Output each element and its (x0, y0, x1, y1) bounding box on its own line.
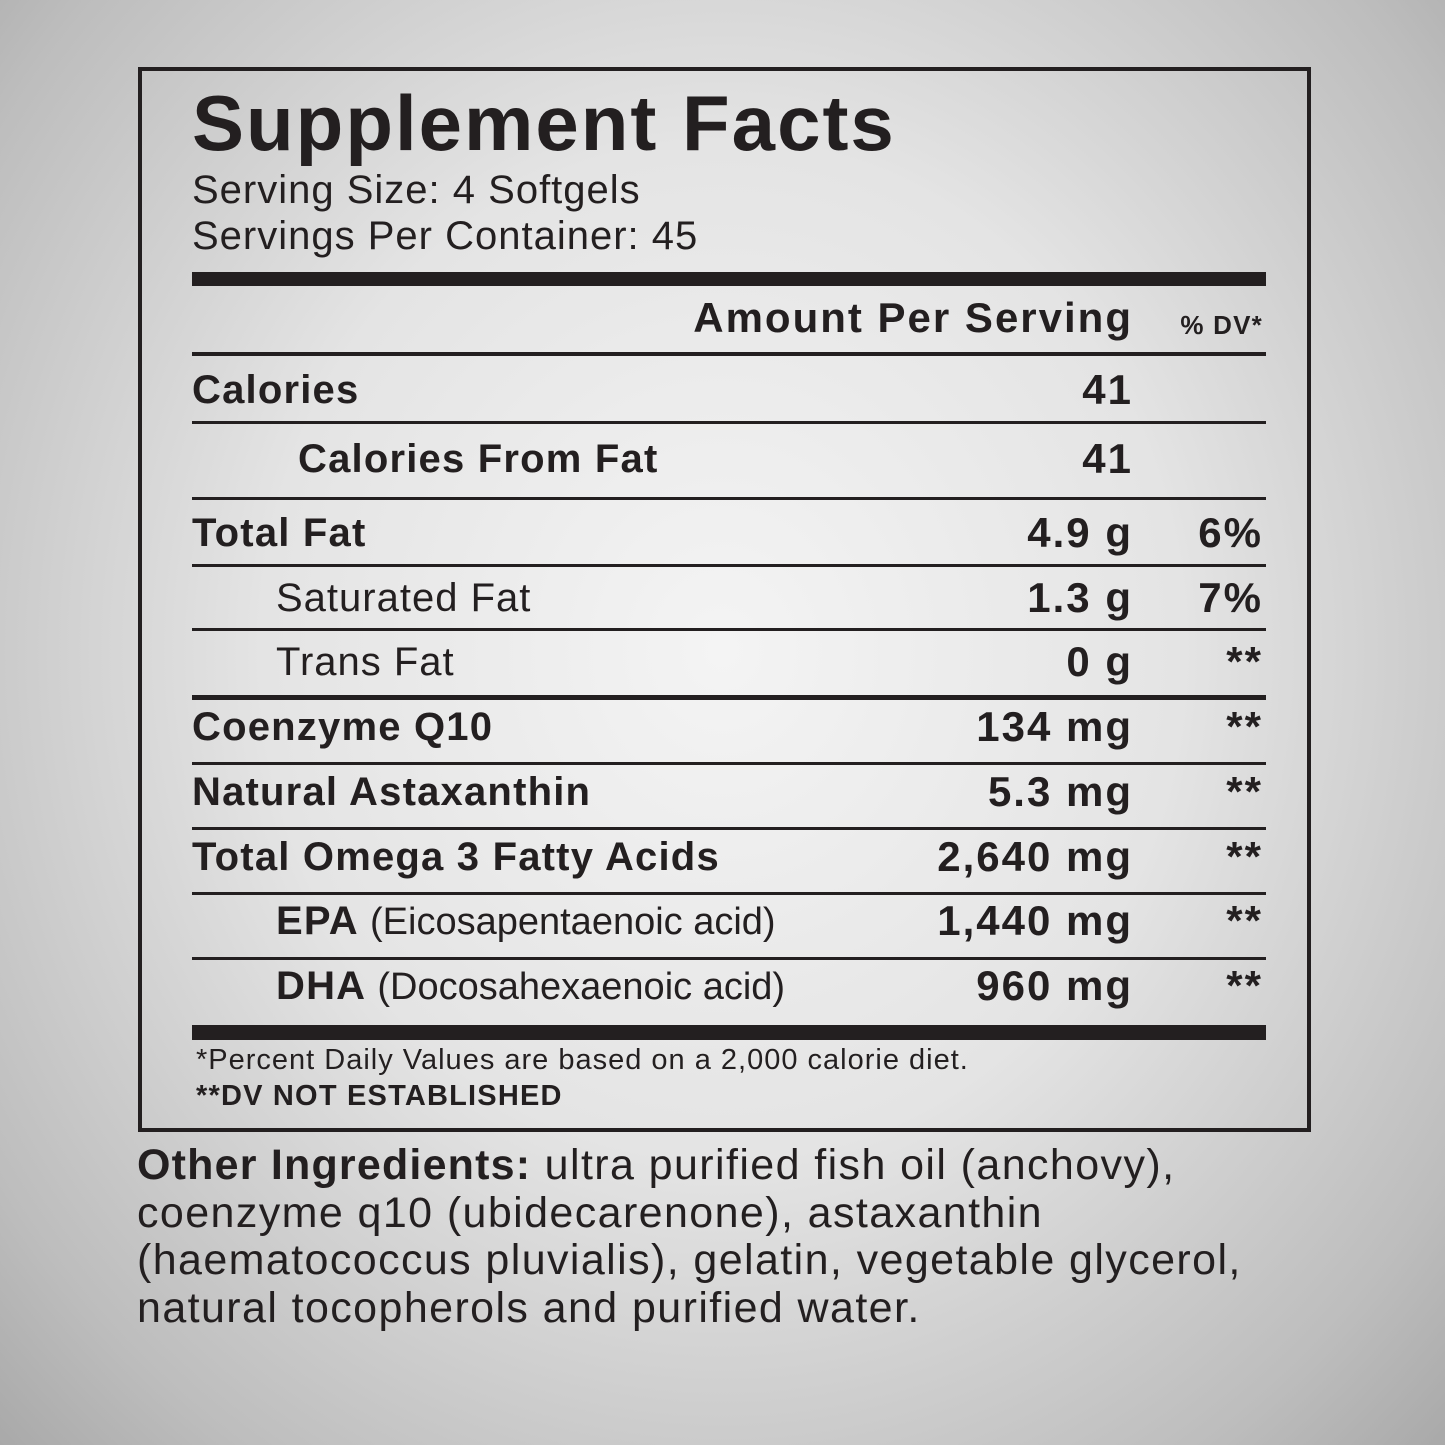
rule (192, 628, 1266, 631)
row-amount: 41 (1082, 435, 1133, 482)
row-dv: ** (1226, 638, 1263, 685)
row-name: Coenzyme Q10 (192, 705, 494, 749)
row: DHA (Docosahexaenoic acid) 960 mg ** (276, 961, 1445, 1011)
row-name: Trans Fat (276, 640, 455, 684)
rule (192, 421, 1266, 424)
row-amount: 1,440 mg (937, 897, 1133, 944)
row-name: Calories (192, 368, 360, 412)
rule (192, 957, 1266, 960)
row-amount: 2,640 mg (937, 833, 1133, 880)
row-amount: 1.3 g (1027, 574, 1133, 621)
footnote: *Percent Daily Values are based on a 2,0… (196, 1044, 969, 1076)
row-note: (Eicosapentaenoic acid) (370, 901, 776, 943)
ingredients-text: ultra purified fish oil (anchovy), coenz… (137, 1141, 1242, 1332)
row-dv: ** (1226, 833, 1263, 880)
row-dv: 7% (1198, 574, 1263, 621)
row: Calories 41 (192, 365, 1445, 415)
row: Trans Fat 0 g ** (276, 637, 1445, 687)
rule (192, 762, 1266, 765)
rule (192, 564, 1266, 567)
row: Total Fat 4.9 g 6% (192, 508, 1445, 558)
row-dv: ** (1226, 962, 1263, 1009)
row-amount: 134 mg (976, 703, 1133, 750)
row: Coenzyme Q10 134 mg ** (192, 702, 1445, 752)
ingredients-label: Other Ingredients: (137, 1141, 532, 1189)
row-amount: 5.3 mg (987, 768, 1133, 815)
row-amount: 41 (1082, 366, 1133, 413)
thick-rule (192, 272, 1266, 286)
rule (192, 695, 1266, 700)
facts-box (138, 67, 1311, 1132)
row-dv: ** (1226, 768, 1263, 815)
row-name: Total Omega 3 Fatty Acids (192, 835, 720, 879)
amount-header: Amount Per Serving (693, 294, 1133, 341)
row-name: Calories From Fat (298, 437, 659, 481)
serving-size: Serving Size: 4 Softgels (192, 168, 641, 212)
rule (192, 892, 1266, 895)
row: Natural Astaxanthin 5.3 mg ** (192, 767, 1445, 817)
row-name: DHA (276, 964, 367, 1008)
title: Supplement Facts (192, 79, 896, 167)
row-amount: 960 mg (976, 962, 1133, 1009)
row-name: Saturated Fat (276, 576, 532, 620)
other-ingredients: Other Ingredients: ultra purified fish o… (137, 1141, 1312, 1332)
rule (192, 827, 1266, 830)
servings-per-container: Servings Per Container: 45 (192, 214, 699, 258)
row-name: Total Fat (192, 511, 367, 555)
row-dv: ** (1226, 703, 1263, 750)
row-amount: 4.9 g (1027, 509, 1133, 556)
row: EPA (Eicosapentaenoic acid) 1,440 mg ** (276, 896, 1445, 946)
row-dv: ** (1226, 897, 1263, 944)
row-name: Natural Astaxanthin (192, 770, 592, 814)
row: Total Omega 3 Fatty Acids 2,640 mg ** (192, 832, 1445, 882)
dv-header: % DV* (1180, 310, 1263, 340)
row-note: (Docosahexaenoic acid) (377, 966, 786, 1008)
row-name: EPA (276, 899, 359, 943)
thick-rule (192, 1025, 1266, 1040)
row: Calories From Fat 41 (298, 434, 1445, 484)
rule (192, 352, 1266, 356)
row-amount: 0 g (1066, 638, 1133, 685)
rule (192, 497, 1266, 500)
footnote: **DV NOT ESTABLISHED (196, 1080, 563, 1112)
row: Saturated Fat 1.3 g 7% (276, 573, 1445, 623)
row-dv: 6% (1198, 509, 1263, 556)
